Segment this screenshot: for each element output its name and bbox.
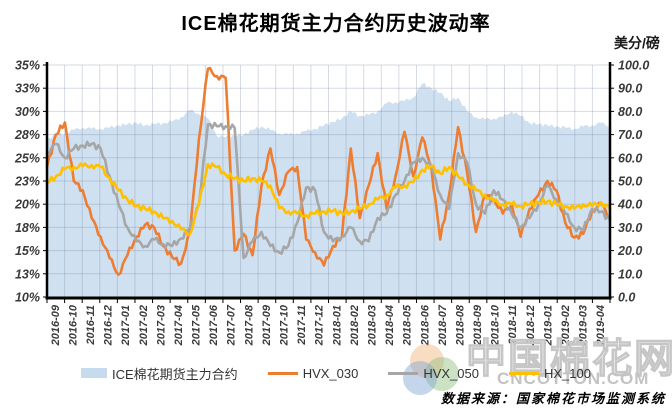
x-axis-tick-label: 2016-10 bbox=[67, 304, 79, 346]
left-axis-tick-label: 18% bbox=[15, 221, 40, 235]
left-axis-tick-label: 23% bbox=[14, 175, 40, 189]
right-axis-tick-label: 90.0 bbox=[618, 82, 642, 96]
x-axis-tick-label: 2017-11 bbox=[296, 305, 308, 346]
left-axis-tick-label: 25% bbox=[14, 151, 40, 165]
x-axis-tick-label: 2018-07 bbox=[437, 304, 449, 346]
x-axis-tick-label: 2017-03 bbox=[155, 305, 167, 346]
right-axis-tick-label: 80.0 bbox=[618, 105, 642, 119]
x-axis-tick-label: 2017-12 bbox=[314, 305, 326, 346]
x-axis-tick-label: 2017-05 bbox=[191, 304, 203, 346]
right-axis-tick-label: 70.0 bbox=[618, 128, 642, 142]
right-axis-title: 美分/磅 bbox=[614, 35, 660, 51]
x-axis-tick-label: 2017-10 bbox=[279, 304, 291, 346]
left-axis-tick-label: 20% bbox=[14, 198, 40, 212]
x-axis-tick-label: 2017-06 bbox=[208, 304, 220, 346]
left-axis-tick-label: 30% bbox=[15, 105, 40, 119]
x-axis-tick-label: 2017-01 bbox=[120, 305, 132, 346]
area-swatch-ICE棉花期货主力合约 bbox=[81, 368, 108, 378]
x-axis-tick-label: 2016-09 bbox=[50, 304, 62, 346]
right-axis-tick-label: 100.0 bbox=[618, 59, 649, 73]
data-source-note: 数据来源：国家棉花市场监测系统 bbox=[440, 391, 666, 406]
x-axis-tick-label: 2016-11 bbox=[85, 305, 97, 346]
right-axis-tick-label: 50.0 bbox=[618, 175, 642, 189]
legend-label: HX_100 bbox=[544, 365, 591, 381]
right-axis-tick-label: 10.0 bbox=[618, 267, 642, 281]
line-swatch-HVX_030 bbox=[267, 371, 298, 375]
legend-item-HVX_030: HVX_030 bbox=[267, 365, 359, 381]
x-axis-tick-label: 2018-06 bbox=[419, 304, 431, 346]
legend: ICE棉花期货主力合约 HVX_030 HVX_050 HX_100 bbox=[0, 364, 672, 382]
legend-item-HVX_050: HVX_050 bbox=[388, 366, 479, 381]
x-axis-tick-label: 2019-04 bbox=[595, 305, 607, 346]
x-axis-tick-label: 2018-10 bbox=[490, 304, 502, 346]
legend-item-HX_100: HX_100 bbox=[509, 366, 591, 381]
x-axis-tick-label: 2017-07 bbox=[226, 304, 238, 346]
x-axis-tick-label: 2018-05 bbox=[402, 304, 414, 346]
x-axis-tick-label: 2016-12 bbox=[103, 305, 115, 346]
x-axis-tick-label: 2017-09 bbox=[261, 304, 273, 346]
x-axis-tick-label: 2018-11 bbox=[507, 305, 519, 346]
x-axis-tick-label: 2018-09 bbox=[472, 304, 484, 346]
left-axis-tick-label: 35% bbox=[15, 59, 40, 73]
left-axis-tick-label: 10% bbox=[15, 291, 40, 305]
x-axis-tick-label: 2018-08 bbox=[454, 304, 466, 346]
line-series-HVX_050 bbox=[45, 121, 612, 260]
x-axis-tick-label: 2017-08 bbox=[243, 304, 255, 346]
legend-item-ICE棉花期货主力合约: ICE棉花期货主力合约 bbox=[81, 364, 238, 383]
left-axis-tick-label: 33% bbox=[15, 82, 40, 96]
right-axis-tick-label: 20.0 bbox=[617, 244, 642, 258]
x-axis-tick-label: 2017-04 bbox=[173, 305, 185, 346]
chart-title: ICE棉花期货主力合约历史波动率 bbox=[181, 13, 491, 35]
x-axis-tick-label: 2017-02 bbox=[138, 305, 150, 346]
left-axis-tick-label: 15% bbox=[15, 244, 40, 258]
x-axis-tick-label: 2019-01 bbox=[542, 305, 554, 346]
right-axis-tick-label: 40.0 bbox=[617, 198, 642, 212]
right-axis-tick-label: 0.0 bbox=[618, 291, 635, 305]
legend-label: ICE棉花期货主力合约 bbox=[112, 366, 238, 382]
x-axis-tick-label: 2018-01 bbox=[331, 305, 343, 346]
line-swatch-HVX_050 bbox=[388, 371, 419, 375]
x-axis-tick-label: 2018-04 bbox=[384, 305, 396, 346]
line-series-HX_100 bbox=[45, 162, 612, 237]
x-axis-tick-label: 2018-12 bbox=[525, 305, 537, 346]
right-axis-tick-label: 30.0 bbox=[618, 221, 642, 235]
x-axis-tick-label: 2019-03 bbox=[578, 305, 590, 346]
x-axis-tick-label: 2018-02 bbox=[349, 305, 361, 346]
line-swatch-HX_100 bbox=[509, 371, 539, 375]
right-axis-tick-label: 60.0 bbox=[618, 151, 642, 165]
legend-label: HVX_030 bbox=[302, 365, 359, 381]
x-axis-tick-label: 2019-02 bbox=[560, 305, 572, 346]
x-axis-tick-label: 2018-03 bbox=[366, 305, 378, 346]
legend-label: HVX_050 bbox=[423, 365, 479, 381]
left-axis-tick-label: 13% bbox=[15, 267, 40, 281]
left-axis-tick-label: 28% bbox=[14, 128, 40, 142]
